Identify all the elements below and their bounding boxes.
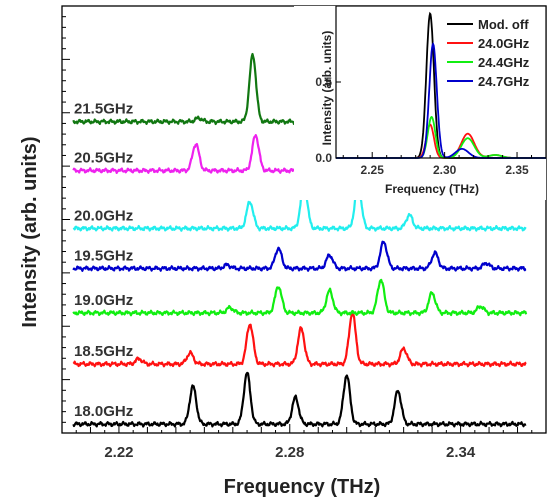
trace-label-18-0ghz: 18.0GHz (74, 403, 133, 420)
main-x-ticks: 2.22 2.28 2.34 (62, 424, 546, 461)
trace-19-5ghz (73, 242, 526, 271)
trace-label-20-5ghz: 20.5GHz (74, 150, 133, 167)
inset-x-tick-label: 2.30 (433, 163, 457, 177)
trace-label-21-5ghz: 21.5GHz (74, 101, 133, 118)
x-axis-title: Frequency (THz) (224, 476, 381, 498)
trace-label-18-5ghz: 18.5GHz (74, 343, 133, 360)
legend-label-24-0ghz: 24.0GHz (478, 36, 530, 51)
legend-label-24-7ghz: 24.7GHz (478, 74, 530, 89)
inset-x-axis-title: Frequency (THz) (385, 182, 479, 196)
inset-y-tick-label: 0.0 (315, 151, 332, 165)
legend-label-24-4ghz: 24.4GHz (478, 55, 530, 70)
inset-plot: 2.25 2.30 2.35 0.00.5 Frequency (THz) Inte… (294, 6, 546, 200)
inset-x-tick-label: 2.25 (361, 163, 385, 177)
trace-18-5ghz (73, 313, 526, 366)
trace-19-0ghz (73, 280, 526, 315)
trace-label-20-0ghz: 20.0GHz (74, 207, 133, 224)
legend-label-mod-off: Mod. off (478, 17, 529, 32)
trace-18-0ghz (73, 373, 526, 427)
trace-label-19-5ghz: 19.5GHz (74, 247, 133, 264)
x-tick-label: 2.22 (104, 444, 133, 461)
inset-x-tick-label: 2.35 (505, 163, 529, 177)
y-axis-title: Intensity (arb. units) (19, 136, 41, 327)
x-tick-label: 2.28 (275, 444, 304, 461)
x-tick-label: 2.34 (446, 444, 476, 461)
trace-label-19-0ghz: 19.0GHz (74, 292, 133, 309)
inset-y-axis-title: Intensity (arb. units) (320, 31, 334, 146)
main-y-ticks (62, 6, 70, 433)
